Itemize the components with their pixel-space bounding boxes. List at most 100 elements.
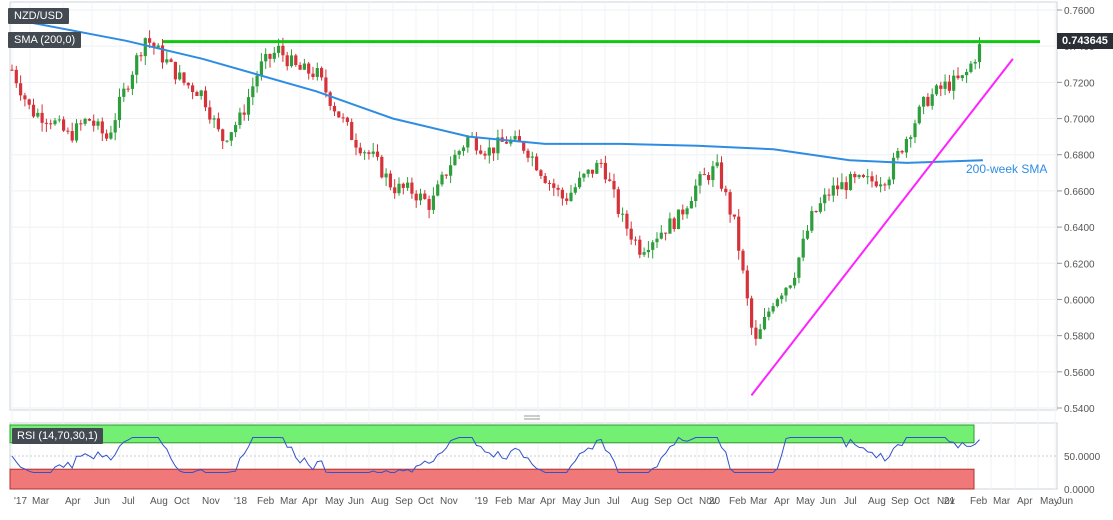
candle-body bbox=[638, 239, 642, 255]
candle-body bbox=[934, 85, 939, 95]
candle-body bbox=[173, 61, 177, 80]
rsi-oversold-zone bbox=[9, 468, 975, 490]
candle-body bbox=[345, 117, 349, 122]
candle-body bbox=[586, 169, 590, 174]
rsi-line bbox=[11, 436, 980, 473]
x-tick-label: Jun bbox=[94, 496, 110, 507]
symbol-label[interactable]: NZD/USD bbox=[8, 8, 69, 24]
candle-body bbox=[513, 136, 517, 140]
candle-body bbox=[182, 72, 186, 83]
candle-body bbox=[307, 63, 311, 74]
candle-body bbox=[758, 329, 762, 339]
candle-body bbox=[234, 125, 238, 133]
candle-body bbox=[122, 88, 126, 97]
panel-resize-handle[interactable] bbox=[524, 415, 540, 420]
candle-body bbox=[113, 120, 117, 133]
candle-body bbox=[363, 152, 367, 154]
x-tick-label: Apr bbox=[774, 496, 790, 507]
candle-body bbox=[320, 68, 324, 78]
candle-body bbox=[582, 173, 586, 178]
candle-body bbox=[160, 45, 165, 63]
candle-body bbox=[909, 137, 913, 140]
candle-body bbox=[939, 85, 943, 89]
candle-body bbox=[711, 166, 715, 181]
candle-body bbox=[40, 112, 44, 123]
candle-body bbox=[117, 96, 122, 121]
x-tick-label: May bbox=[1040, 496, 1059, 507]
x-tick-label: Apr bbox=[302, 496, 318, 507]
candle-body bbox=[148, 38, 152, 43]
candle-body bbox=[840, 182, 844, 190]
x-tick-label: '18 bbox=[234, 496, 247, 507]
rsi-indicator-label[interactable]: RSI (14,70,30,1) bbox=[12, 428, 103, 444]
candle-body bbox=[530, 156, 534, 158]
candle-body bbox=[642, 252, 646, 255]
candle-body bbox=[780, 295, 784, 300]
candle-body bbox=[49, 123, 53, 125]
candle-body bbox=[965, 71, 969, 76]
candle-body bbox=[745, 270, 749, 299]
candle-body bbox=[848, 173, 853, 191]
candle-body bbox=[57, 119, 61, 121]
candle-body bbox=[461, 147, 466, 152]
y-tick-label: 0.7600 bbox=[1064, 6, 1095, 17]
candle-body bbox=[750, 298, 754, 328]
candle-body bbox=[242, 112, 246, 115]
x-tick-label: Feb bbox=[970, 496, 988, 507]
candle-body bbox=[36, 112, 40, 117]
last-price-tag: 0.743645 bbox=[1057, 33, 1113, 49]
candle-body bbox=[659, 232, 663, 239]
candle-body bbox=[393, 187, 397, 194]
candle-body bbox=[578, 177, 582, 188]
candle-body bbox=[186, 82, 190, 86]
candle-body bbox=[552, 183, 556, 188]
support-trendline[interactable] bbox=[750, 58, 1014, 396]
candle-body bbox=[401, 183, 405, 188]
candle-body bbox=[625, 213, 629, 229]
candle-body bbox=[255, 75, 259, 87]
candle-body bbox=[341, 117, 345, 119]
candle-body bbox=[315, 68, 319, 77]
x-tick-label: Mar bbox=[280, 496, 298, 507]
candle-body bbox=[289, 55, 294, 67]
candle-body bbox=[474, 136, 478, 151]
x-tick-label: Nov bbox=[699, 496, 717, 507]
candle-body bbox=[883, 184, 887, 186]
candle-body bbox=[152, 42, 156, 48]
candle-body bbox=[165, 59, 169, 63]
candle-body bbox=[599, 162, 603, 164]
candle-body bbox=[767, 311, 771, 317]
candle-body bbox=[139, 55, 143, 57]
candle-body bbox=[866, 176, 870, 178]
candle-body bbox=[526, 150, 530, 158]
sma-200-line bbox=[11, 18, 983, 164]
candle-body bbox=[19, 83, 23, 96]
x-tick-label: Aug bbox=[150, 496, 168, 507]
candle-body bbox=[969, 63, 973, 72]
candle-body bbox=[221, 129, 225, 142]
x-tick-label: Oct bbox=[174, 496, 190, 507]
candle-body bbox=[272, 52, 276, 59]
candle-body bbox=[487, 147, 491, 156]
candle-body bbox=[311, 73, 315, 77]
candle-body bbox=[384, 173, 388, 178]
candle-body bbox=[74, 123, 79, 141]
y-tick-label: 0.7000 bbox=[1064, 115, 1095, 126]
candle-body bbox=[900, 151, 904, 153]
candle-body bbox=[814, 211, 818, 213]
candle-body bbox=[904, 139, 908, 153]
candle-body bbox=[285, 55, 289, 67]
rsi-overbought-zone bbox=[9, 424, 975, 444]
candle-body bbox=[517, 136, 521, 143]
x-tick-label: Mar bbox=[518, 496, 536, 507]
x-tick-label: '20 bbox=[707, 496, 720, 507]
x-tick-label: Mar bbox=[993, 496, 1011, 507]
x-tick-label: '19 bbox=[475, 496, 488, 507]
sma-indicator-label[interactable]: SMA (200,0) bbox=[8, 32, 82, 48]
candle-body bbox=[302, 63, 306, 70]
x-tick-label: Feb bbox=[257, 496, 275, 507]
candle-body bbox=[823, 194, 827, 204]
candle-body bbox=[337, 111, 341, 118]
candle-body bbox=[810, 211, 814, 231]
